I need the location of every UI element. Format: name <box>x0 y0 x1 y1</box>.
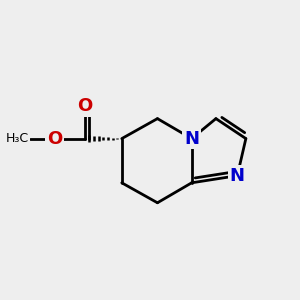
Text: N: N <box>230 167 245 185</box>
Text: H₃C: H₃C <box>6 132 29 145</box>
Text: O: O <box>77 97 92 115</box>
Text: O: O <box>47 130 62 148</box>
Text: N: N <box>184 130 199 148</box>
